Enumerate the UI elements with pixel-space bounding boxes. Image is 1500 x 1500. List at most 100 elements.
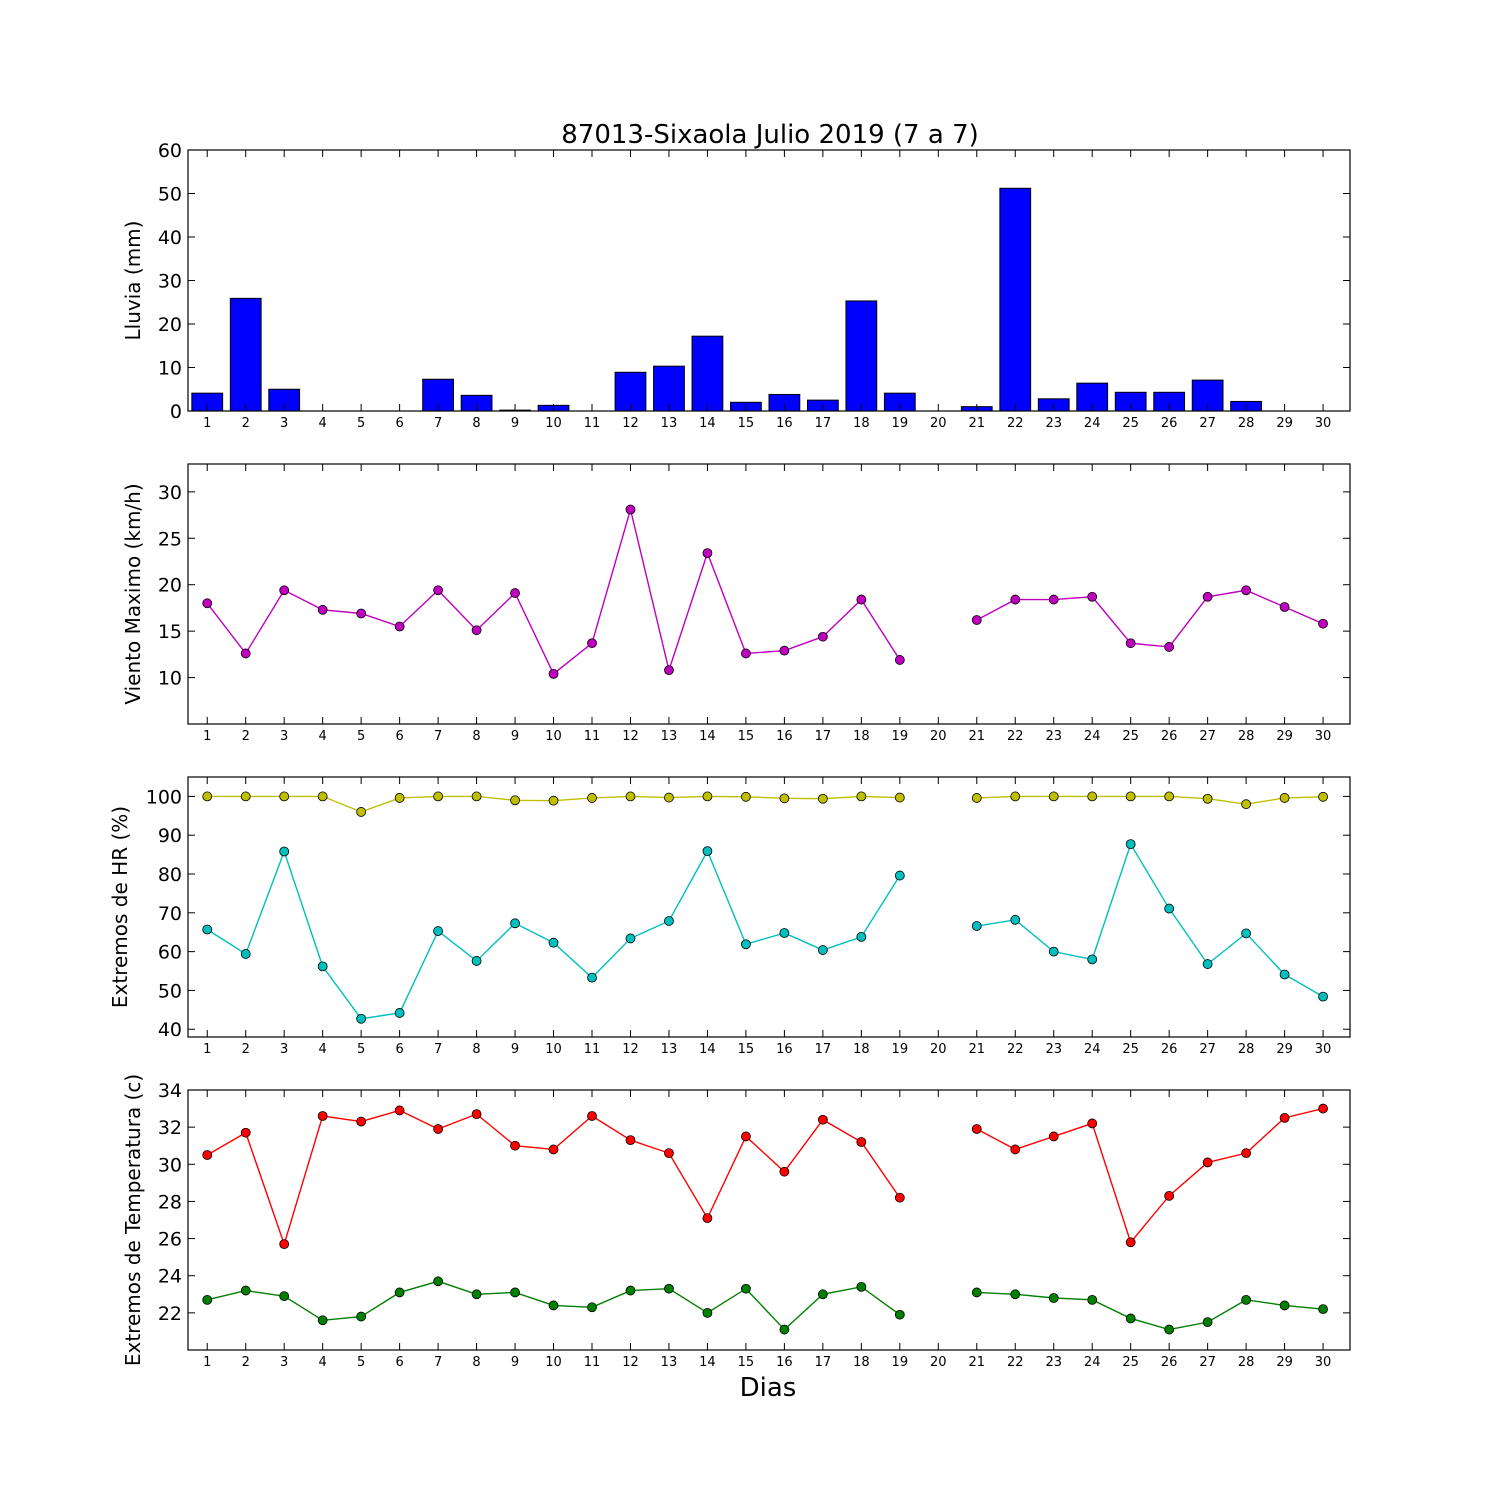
x-tick-label: 25 [1122,416,1139,431]
rain-bar-day-13 [653,365,685,412]
x-tick-label: 7 [434,416,442,431]
series-0-point-day-12 [625,1135,636,1146]
y-axis-label: Extremos de Temperatura (c) [121,1074,145,1366]
series-1-point-day-4 [317,961,328,972]
series-0-point-day-3 [279,585,290,596]
x-tick-label: 10 [545,416,562,431]
x-tick-label: 20 [930,416,947,431]
axes-frame [187,776,1351,1038]
x-tick-label: 18 [853,729,870,744]
y-tick-label: 20 [158,314,182,336]
x-tick-label: 22 [1007,729,1024,744]
x-tick-label: 2 [242,1355,250,1370]
x-tick-label: 15 [738,1355,755,1370]
series-0-point-day-28 [1241,585,1252,596]
series-1-point-day-30 [1318,1304,1328,1315]
x-tick-label: 25 [1122,1355,1139,1370]
series-0-point-day-4 [317,604,328,615]
y-axis-label: Extremos de HR (%) [108,806,132,1008]
x-tick-label: 29 [1276,729,1293,744]
x-tick-label: 27 [1199,416,1216,431]
x-tick-label: 8 [472,416,480,431]
series-0-point-day-8 [471,625,482,636]
rain-bar-day-22 [999,187,1032,412]
series-1-point-day-7 [433,926,443,936]
x-tick-label: 9 [511,1355,519,1370]
x-tick-label: 30 [1315,416,1332,431]
series-1-point-day-12 [625,1285,636,1296]
series-0-point-day-16 [779,793,790,804]
series-1-point-day-14 [702,1307,713,1318]
rain-bar-day-18 [845,300,878,412]
y-tick-label: 60 [158,140,182,162]
series-0-line-segment-1 [976,1107,1324,1244]
y-axis-label: Lluvia (mm) [121,221,145,341]
series-0-point-day-26 [1164,1190,1175,1201]
series-0-point-day-4 [317,1111,328,1121]
series-0-point-day-29 [1279,793,1290,803]
x-axis-label: Dias [740,1373,797,1403]
x-tick-label: 22 [1007,416,1024,431]
x-tick-label: 11 [584,416,601,431]
x-tick-label: 5 [357,416,365,431]
series-0-point-day-7 [433,1124,443,1134]
series-0-point-day-9 [510,588,520,598]
series-0-point-day-16 [779,645,790,656]
series-0-line-segment-1 [976,589,1324,648]
y-tick-label: 30 [158,482,182,504]
y-tick-label: 50 [158,184,182,206]
series-0-point-day-14 [702,791,713,802]
series-0-point-day-28 [1241,799,1252,810]
series-0-line-segment-0 [206,1109,901,1247]
x-tick-label: 19 [892,1042,909,1057]
series-1-point-day-15 [741,1283,751,1294]
x-tick-label: 5 [357,1042,365,1057]
y-tick-label: 34 [158,1080,182,1102]
x-tick-label: 21 [969,1355,986,1370]
x-tick-label: 17 [815,729,832,744]
series-0-point-day-5 [356,608,367,619]
x-tick-label: 18 [853,1355,870,1370]
x-tick-label: 5 [357,1355,365,1370]
x-tick-label: 22 [1007,1042,1024,1057]
series-0-point-day-15 [741,791,751,802]
y-tick-label: 22 [158,1303,182,1325]
series-0-point-day-27 [1202,793,1213,804]
series-0-point-day-8 [471,791,482,802]
x-tick-label: 17 [815,1042,832,1057]
x-tick-label: 29 [1276,416,1293,431]
x-tick-label: 15 [738,416,755,431]
x-tick-label: 1 [203,416,211,431]
series-1-line-segment-1 [976,1291,1324,1331]
series-1-point-day-21 [971,1287,982,1298]
series-0-point-day-22 [1010,1144,1021,1155]
series-0-point-day-1 [202,1150,213,1160]
series-1-point-day-22 [1010,914,1021,925]
series-0-point-day-3 [279,1239,290,1250]
series-0-point-day-19 [894,1192,905,1203]
x-tick-label: 24 [1084,1355,1101,1370]
series-1-point-day-17 [817,945,828,955]
y-tick-label: 70 [158,903,182,925]
series-0-point-day-11 [587,638,597,649]
series-0-line-segment-0 [206,506,901,675]
series-0-point-day-6 [394,621,405,632]
series-0-point-day-24 [1087,1118,1098,1129]
series-1-point-day-16 [779,928,790,938]
x-tick-label: 12 [622,729,639,744]
series-1-point-day-10 [548,937,559,948]
series-1-point-day-6 [394,1287,405,1298]
series-0-point-day-21 [971,1124,982,1134]
series-0-point-day-23 [1048,594,1059,605]
x-tick-label: 21 [969,416,986,431]
x-tick-label: 6 [395,1042,403,1057]
series-0-point-day-29 [1279,602,1290,612]
series-1-point-day-24 [1087,954,1098,965]
x-tick-label: 1 [203,1355,211,1370]
series-0-point-day-29 [1279,1112,1290,1123]
series-0-point-day-8 [471,1109,482,1120]
x-tick-label: 23 [1045,729,1062,744]
x-tick-label: 28 [1238,1042,1255,1057]
series-0-point-day-27 [1202,1157,1213,1168]
